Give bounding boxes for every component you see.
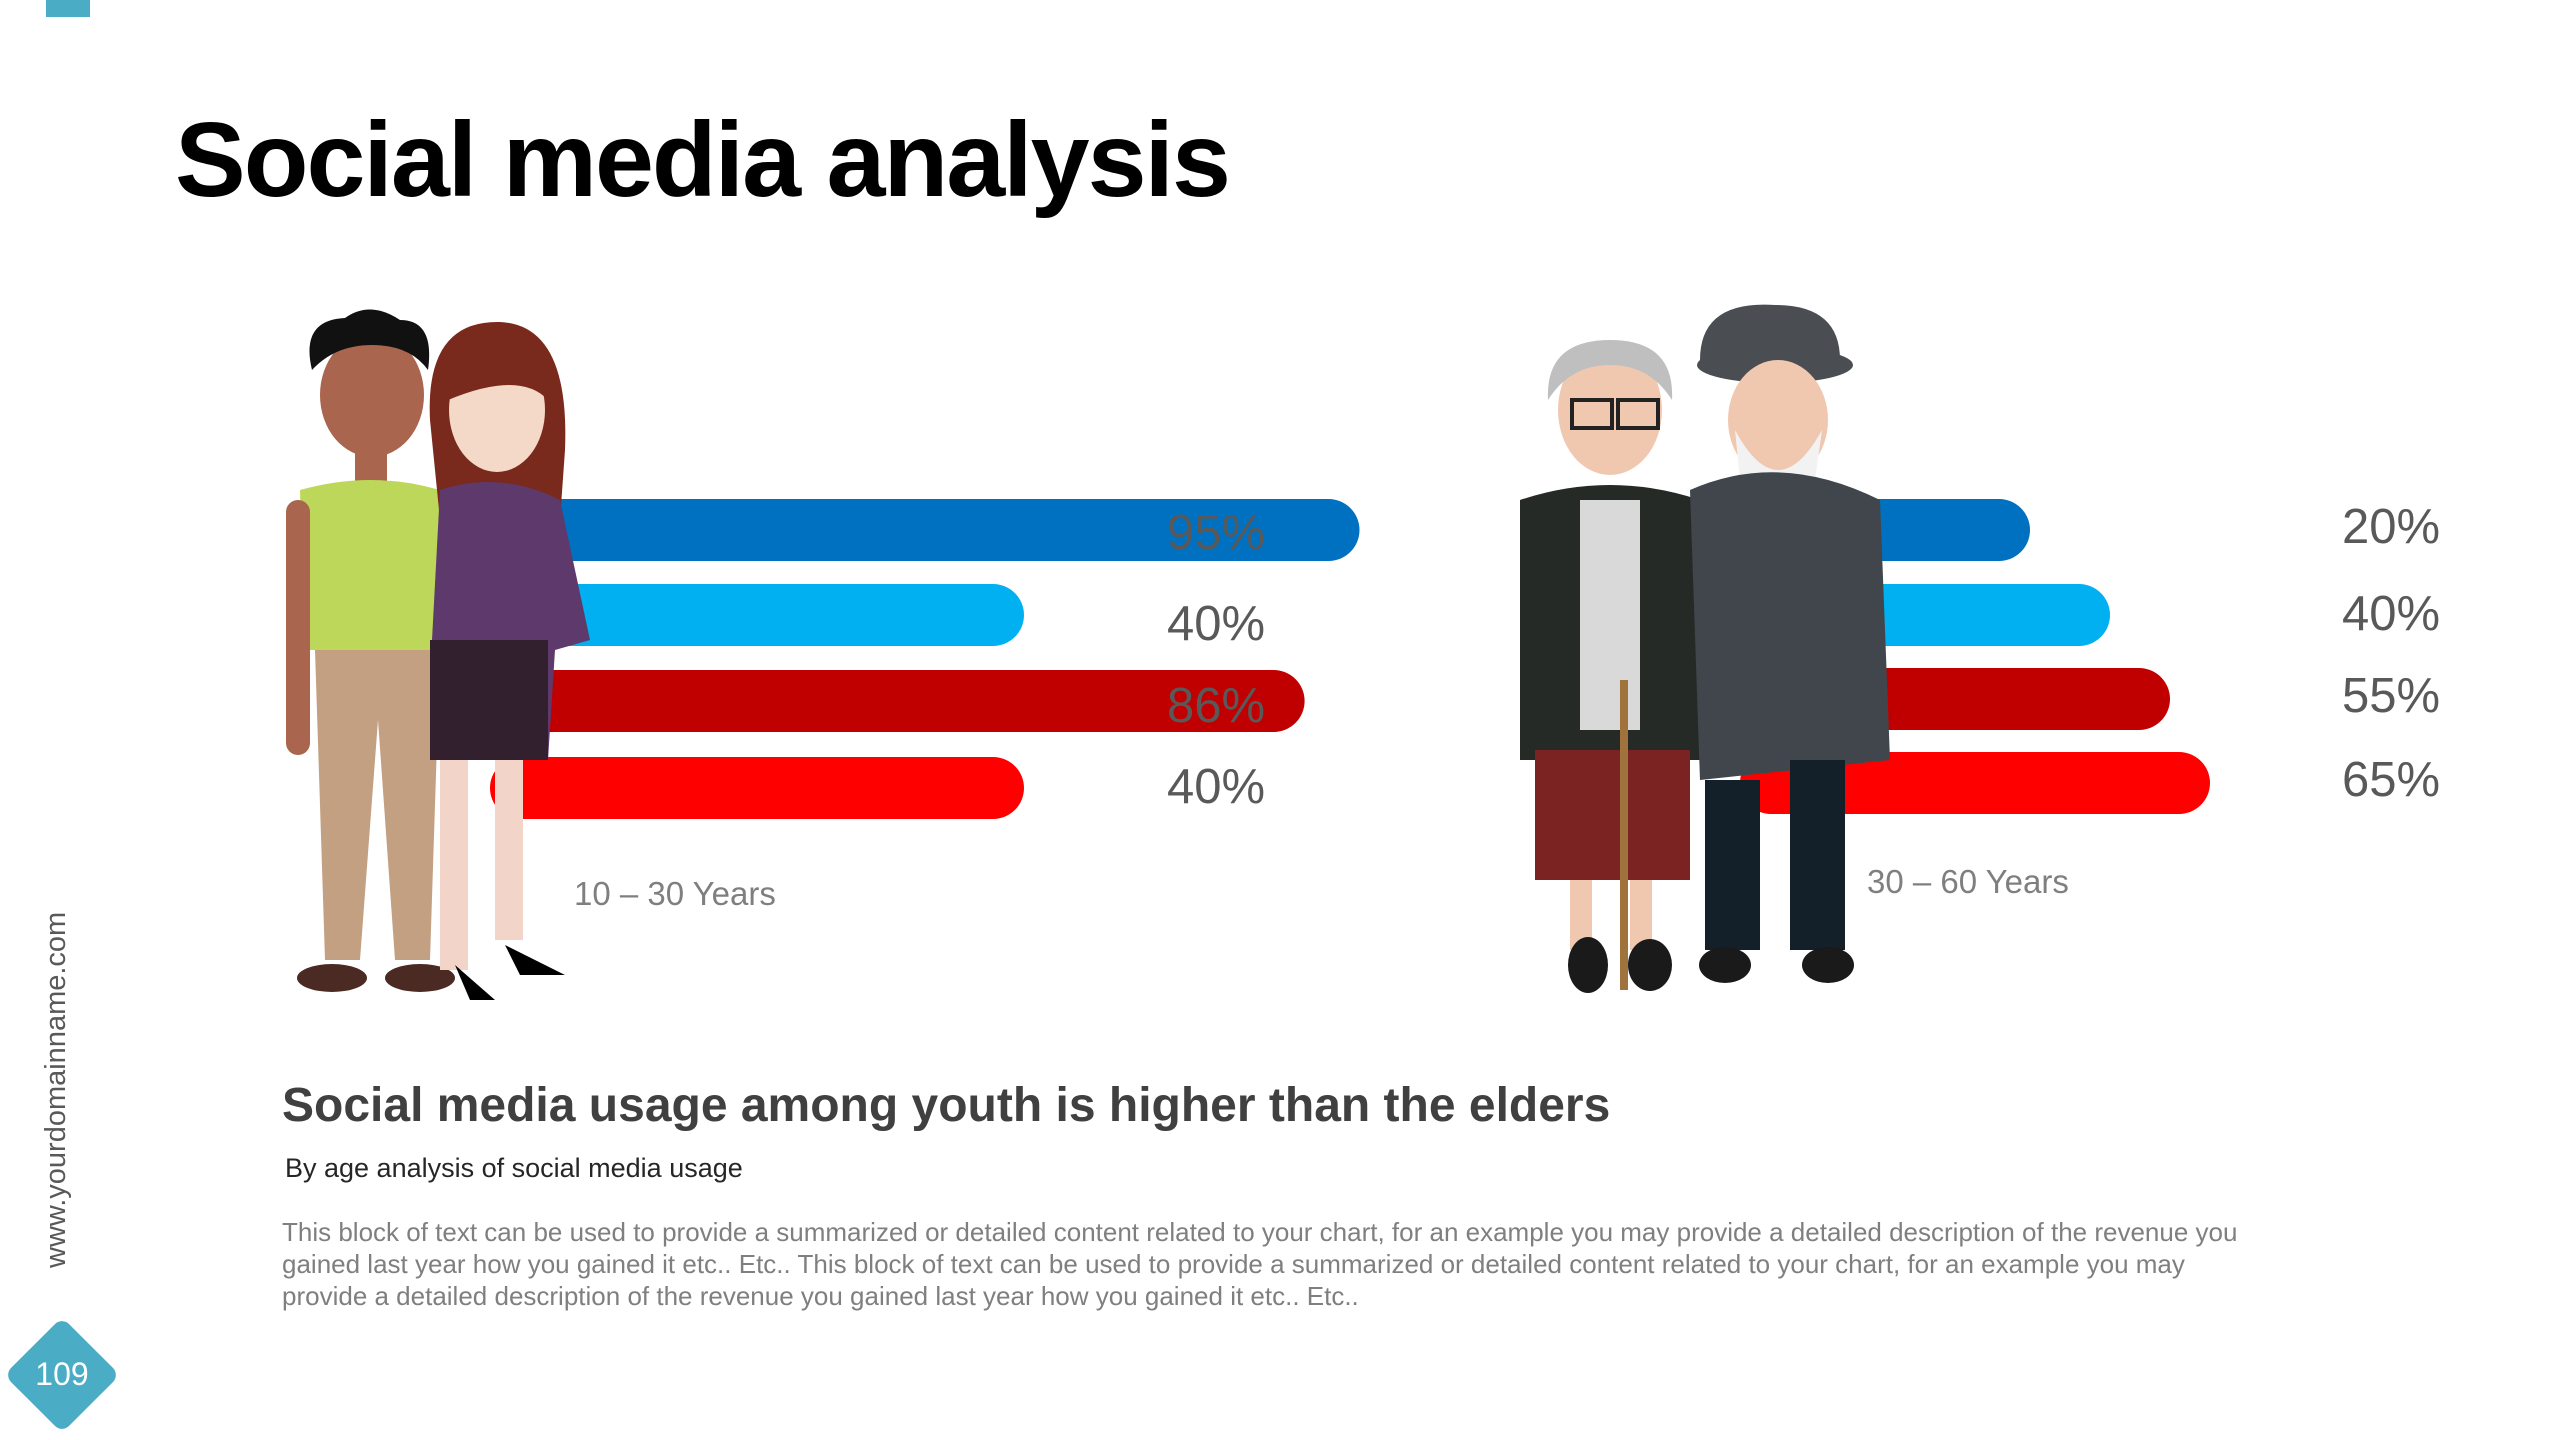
elder-bar-label: 65% bbox=[2342, 753, 2441, 807]
youth-bar-3 bbox=[490, 670, 1305, 732]
youth-couple-illustration bbox=[286, 309, 590, 1000]
description-text: This block of text can be used to provid… bbox=[282, 1217, 2238, 1311]
youth-age-label: 10 – 30 Years bbox=[574, 875, 776, 912]
elder-bar-label: 40% bbox=[2342, 587, 2441, 641]
youth-bar-label: 40% bbox=[1167, 597, 1266, 651]
elder-bar-4 bbox=[1740, 752, 2210, 814]
section-subheading: By age analysis of social media usage bbox=[285, 1153, 743, 1183]
youth-bar-2 bbox=[490, 584, 1024, 646]
youth-bar-label: 86% bbox=[1167, 679, 1266, 733]
youth-bars bbox=[490, 499, 1360, 819]
accent-marker bbox=[46, 0, 90, 17]
website-url: www.yourdomainname.com bbox=[40, 911, 72, 1268]
youth-bar-4 bbox=[490, 757, 1024, 819]
youth-bar-1 bbox=[490, 499, 1360, 561]
youth-bar-label: 95% bbox=[1167, 506, 1266, 560]
youth-bar-label: 40% bbox=[1167, 760, 1266, 814]
elder-bar-label: 55% bbox=[2342, 669, 2441, 723]
elder-couple-illustration bbox=[1520, 304, 1890, 993]
section-heading: Social media usage among youth is higher… bbox=[282, 1079, 1611, 1132]
page-title: Social media analysis bbox=[175, 101, 1231, 219]
elder-bar-label: 20% bbox=[2342, 500, 2441, 554]
elder-age-label: 30 – 60 Years bbox=[1867, 863, 2069, 900]
page-number: 109 bbox=[35, 1356, 89, 1392]
